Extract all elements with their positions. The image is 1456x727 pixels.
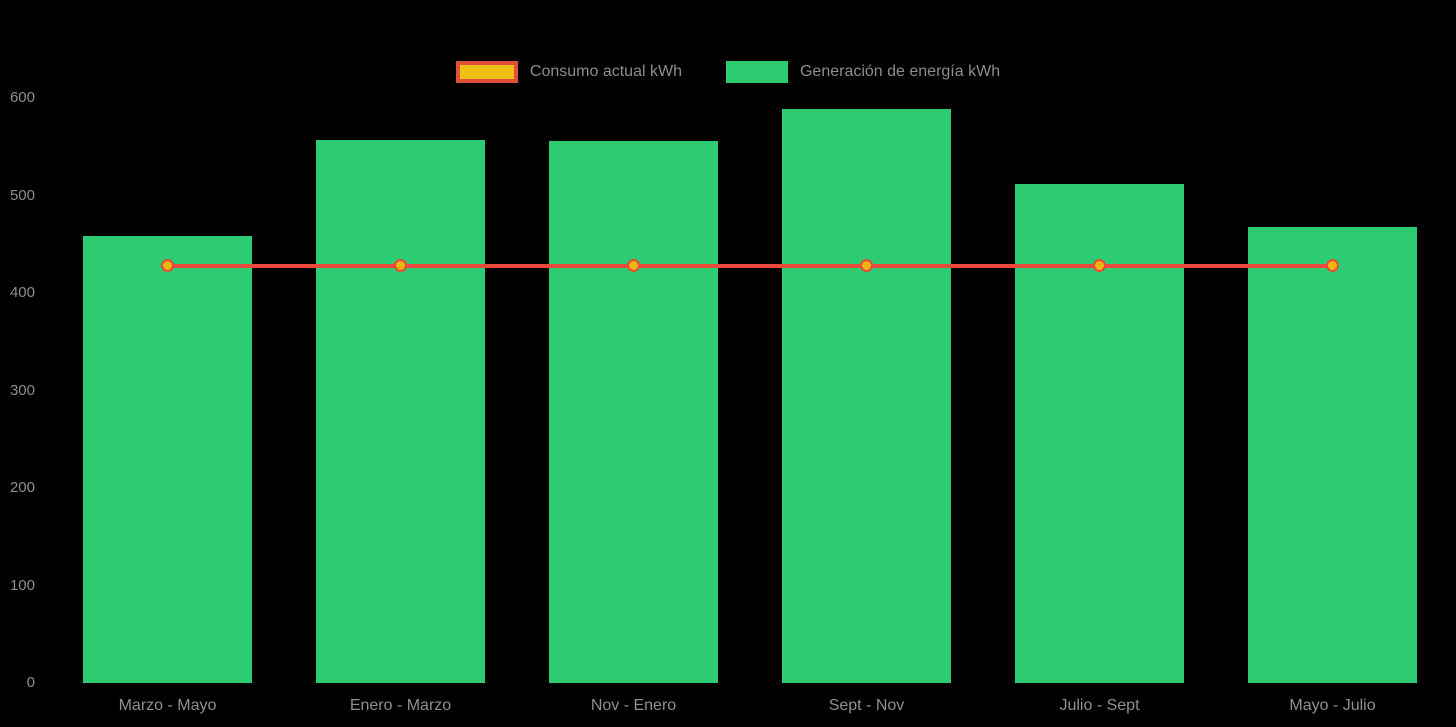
point-consumo[interactable] xyxy=(161,259,174,273)
point-consumo[interactable] xyxy=(394,259,407,273)
x-axis-category-label: Sept - Nov xyxy=(828,697,905,714)
x-axis-category-label: Marzo - Mayo xyxy=(118,697,217,714)
y-axis-tick-label: 200 xyxy=(9,479,35,496)
bar-generacion[interactable] xyxy=(316,139,485,683)
point-consumo[interactable] xyxy=(1093,259,1106,273)
y-axis-tick-label: 400 xyxy=(9,284,35,301)
legend-item-consumo[interactable]: Consumo actual kWh xyxy=(455,61,682,83)
consumo-line xyxy=(167,263,1333,268)
legend-label-generacion: Generación de energía kWh xyxy=(799,63,1001,80)
point-consumo[interactable] xyxy=(1326,259,1339,273)
y-axis-tick-label: 600 xyxy=(9,89,35,106)
x-axis-category-label: Mayo - Julio xyxy=(1289,697,1376,714)
point-consumo[interactable] xyxy=(627,259,640,273)
x-axis-category-label: Julio - Sept xyxy=(1059,697,1140,714)
y-axis-tick-label: 300 xyxy=(9,381,35,399)
generacion-legend-swatch xyxy=(725,61,788,83)
legend-label-consumo: Consumo actual kWh xyxy=(529,63,682,80)
y-axis-tick-label: 500 xyxy=(9,186,35,204)
legend-item-generacion[interactable]: Generación de energía kWh xyxy=(725,61,1001,83)
bar-generacion[interactable] xyxy=(83,236,252,683)
x-axis-category-label: Nov - Enero xyxy=(590,697,677,714)
point-consumo[interactable] xyxy=(860,259,873,273)
consumo-legend-swatch xyxy=(455,61,518,83)
x-axis-category-label: Enero - Marzo xyxy=(349,697,452,714)
bar-generacion[interactable] xyxy=(549,140,718,683)
bar-generacion[interactable] xyxy=(1248,226,1417,683)
y-axis-tick-label: 0 xyxy=(26,674,35,691)
y-axis-tick-label: 100 xyxy=(9,576,35,594)
bar-generacion[interactable] xyxy=(782,108,951,683)
chart-legend: Consumo actual kWh Generación de energía… xyxy=(0,61,1456,83)
